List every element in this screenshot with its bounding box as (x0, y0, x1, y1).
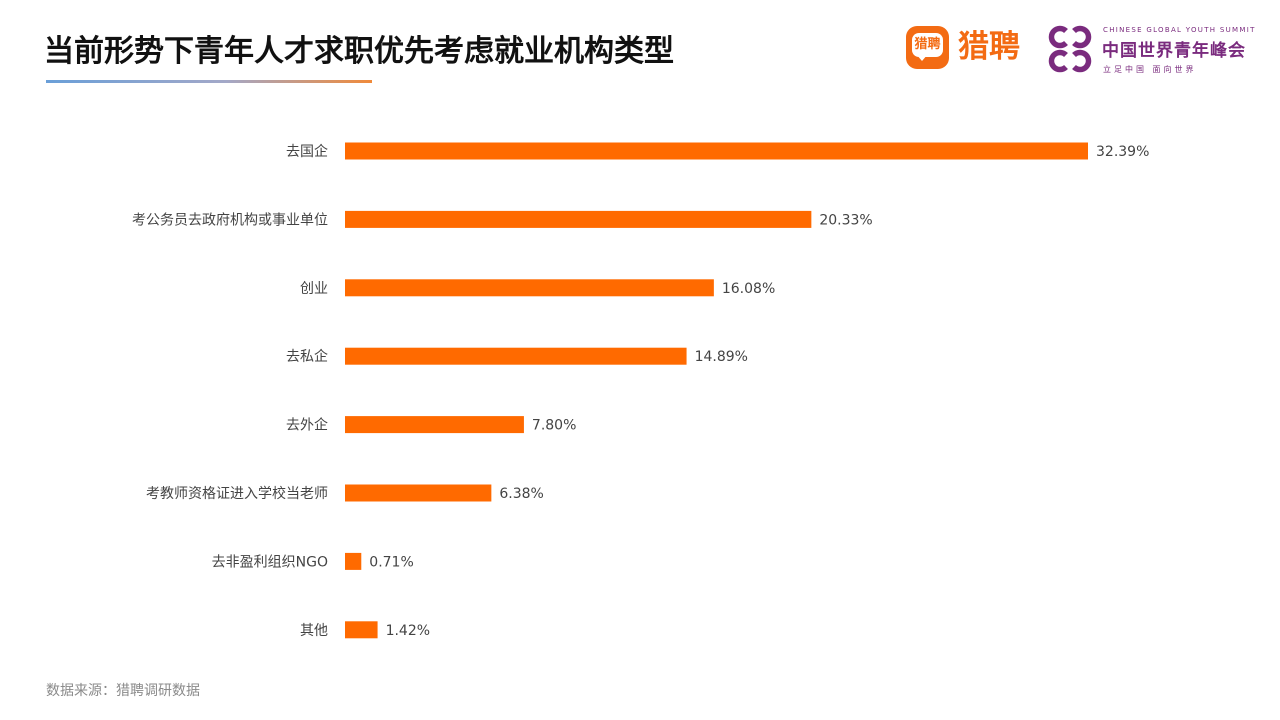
value-label: 0.71% (369, 554, 413, 570)
bar (345, 210, 812, 228)
summit-emblem-icon (1048, 25, 1092, 73)
title-underline (46, 80, 372, 83)
bar (345, 484, 492, 502)
value-label: 6.38% (499, 486, 543, 502)
value-label: 20.33% (819, 212, 872, 228)
liepin-logo: 猎聘 猎聘 (906, 24, 1026, 70)
value-label: 16.08% (722, 281, 775, 297)
value-label: 7.80% (532, 418, 576, 434)
category-label: 创业 (300, 281, 328, 297)
liepin-wordmark: 猎聘 (958, 29, 1020, 65)
category-label: 考教师资格证进入学校当老师 (146, 485, 328, 502)
data-source-note: 数据来源：猎聘调研数据 (46, 683, 200, 699)
summit-chinese-name: 中国世界青年峰会 (1102, 41, 1246, 61)
value-label: 14.89% (695, 349, 748, 365)
liepin-chat-icon: 猎聘 (906, 26, 949, 69)
chat-bubble-tail-icon (916, 54, 928, 61)
category-label: 其他 (300, 623, 328, 639)
bar (345, 552, 362, 570)
value-label: 1.42% (386, 623, 430, 639)
category-label: 考公务员去政府机构或事业单位 (132, 212, 328, 228)
category-label: 去私企 (286, 348, 328, 365)
bar (345, 621, 378, 639)
bar (345, 142, 1088, 160)
category-label: 去国企 (286, 143, 328, 160)
summit-logo: CHINESE GLOBAL YOUTH SUMMIT 中国世界青年峰会 立足中… (1046, 24, 1256, 78)
liepin-icon-text: 猎聘 (912, 33, 943, 57)
bar (345, 279, 714, 297)
category-label: 去外企 (286, 417, 328, 434)
summit-slogan: 立足中国 面向世界 (1103, 65, 1197, 74)
bar (345, 416, 524, 434)
category-label: 去非盈利组织NGO (212, 554, 328, 570)
bar (345, 347, 687, 365)
value-label: 32.39% (1096, 144, 1149, 160)
page-title: 当前形势下青年人才求职优先考虑就业机构类型 (44, 34, 674, 69)
summit-english-name: CHINESE GLOBAL YOUTH SUMMIT (1103, 26, 1256, 34)
